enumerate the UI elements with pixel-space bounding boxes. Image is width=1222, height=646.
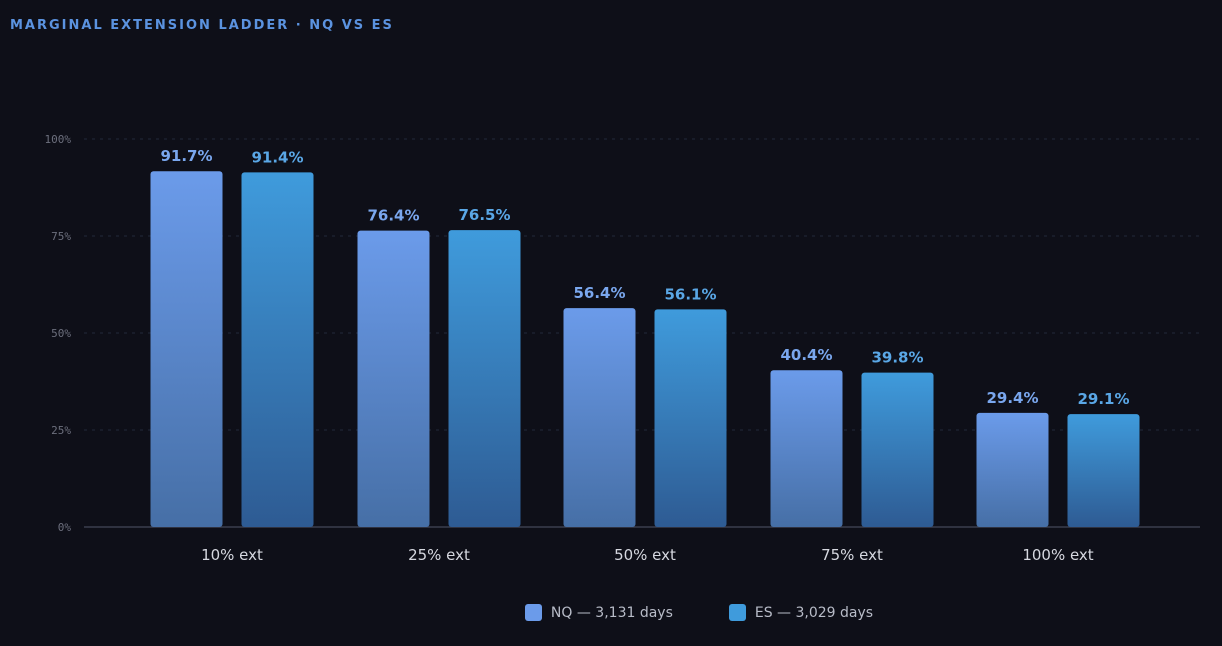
x-axis-category-labels: 10% ext 25% ext 50% ext 75% ext 100% ext [201, 546, 1094, 564]
data-label-es-4: 39.8% [871, 349, 923, 367]
data-label-es-5: 29.1% [1077, 390, 1129, 408]
bars [150, 171, 1140, 528]
bar-nq-5[interactable] [976, 412, 1049, 527]
data-label-nq-5: 29.4% [986, 389, 1038, 407]
legend-label-nq: NQ — 3,131 days [550, 604, 673, 621]
legend-swatch-es [728, 604, 746, 621]
data-label-nq-2: 76.4% [367, 207, 419, 225]
bar-nq-4[interactable] [770, 370, 843, 527]
data-label-nq-3: 56.4% [573, 284, 625, 302]
legend-item-nq[interactable]: NQ — 3,131 days [524, 604, 673, 621]
y-tick-label: 25% [51, 424, 71, 437]
bar-es-2[interactable] [448, 230, 521, 527]
legend-item-es[interactable]: ES — 3,029 days [728, 604, 874, 621]
bar-es-1[interactable] [241, 172, 314, 528]
x-category-label: 50% ext [614, 546, 676, 564]
x-category-label: 25% ext [408, 546, 470, 564]
bar-nq-3[interactable] [563, 308, 636, 527]
bar-es-4[interactable] [861, 372, 934, 527]
x-category-label: 10% ext [201, 546, 263, 564]
legend: NQ — 3,131 days ES — 3,029 days [0, 604, 1222, 621]
y-tick-label: 100% [45, 133, 72, 146]
x-category-label: 75% ext [821, 546, 883, 564]
bar-nq-1[interactable] [150, 171, 223, 528]
data-label-nq-4: 40.4% [780, 346, 832, 364]
y-axis-tick-labels: 0% 25% 50% 75% 100% [45, 133, 72, 534]
bar-es-5[interactable] [1067, 414, 1140, 527]
value-labels: 91.7% 91.4% 76.4% 76.5% 56.4% 56.1% 40.4% 39.8%… [160, 147, 1129, 408]
data-label-es-1: 91.4% [251, 148, 303, 166]
data-label-es-3: 56.1% [664, 285, 716, 303]
x-category-label: 100% ext [1022, 546, 1093, 564]
y-tick-label: 75% [51, 230, 71, 243]
data-label-es-2: 76.5% [458, 206, 510, 224]
legend-swatch-nq [524, 604, 542, 621]
bar-nq-2[interactable] [357, 230, 430, 527]
legend-label-es: ES — 3,029 days [754, 604, 874, 621]
data-label-nq-1: 91.7% [160, 147, 212, 165]
bar-es-3[interactable] [654, 309, 727, 527]
y-tick-label: 0% [58, 521, 72, 534]
y-tick-label: 50% [51, 327, 71, 340]
chart-title: MARGINAL EXTENSION LADDER · NQ VS ES [10, 18, 394, 33]
